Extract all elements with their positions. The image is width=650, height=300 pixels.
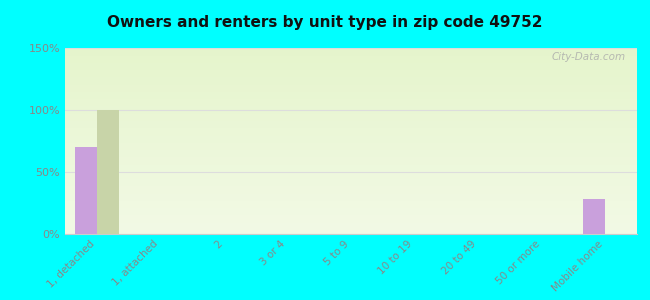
- Bar: [583, 199, 605, 234]
- Text: Owners and renters by unit type in zip code 49752: Owners and renters by unit type in zip c…: [107, 15, 543, 30]
- Text: City-Data.com: City-Data.com: [551, 52, 625, 62]
- Bar: [75, 147, 97, 234]
- Bar: [97, 110, 119, 234]
